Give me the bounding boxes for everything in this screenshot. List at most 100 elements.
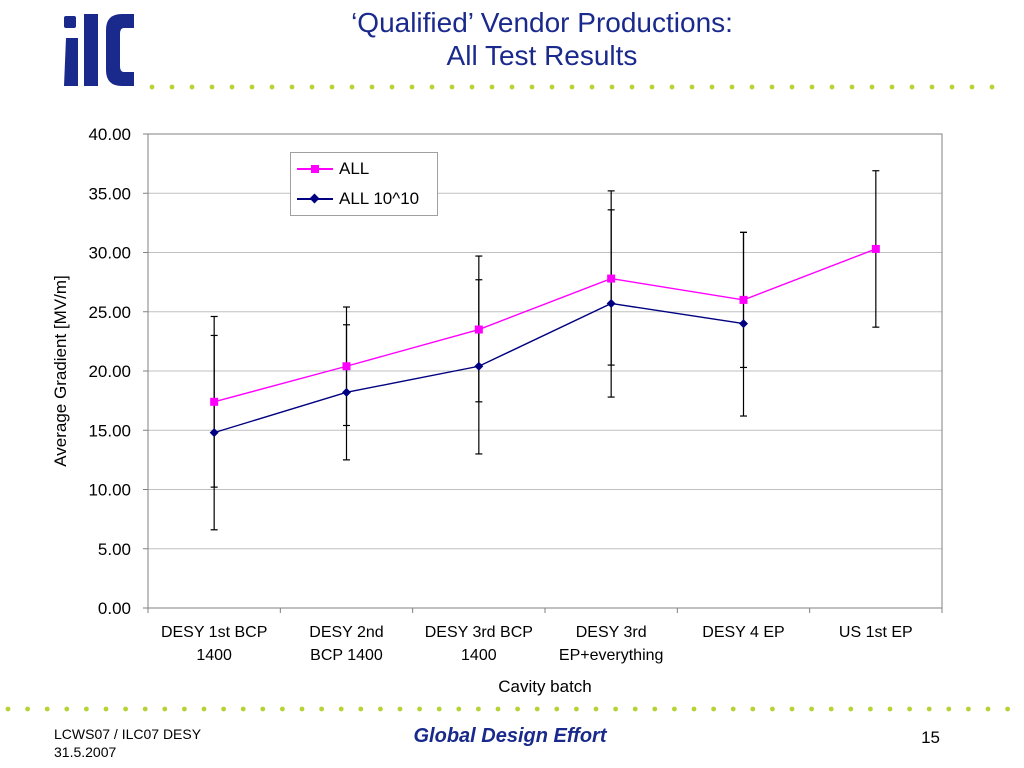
data-point	[474, 325, 483, 334]
y-axis-label: Average Gradient [MV/m]	[51, 275, 70, 467]
divider-dot	[260, 706, 266, 712]
divider-dot	[449, 84, 455, 90]
y-tick-label: 35.00	[88, 184, 131, 203]
divider-dot	[44, 706, 50, 712]
divider-dot	[5, 706, 11, 712]
x-tick-label: DESY 2nd BCP 1400	[309, 624, 383, 664]
divider-dot	[926, 706, 932, 712]
divider-dot	[269, 84, 275, 90]
divider-dot	[319, 706, 324, 712]
divider-dot	[770, 706, 775, 712]
divider-dot	[142, 706, 148, 712]
y-tick-label: 20.00	[88, 362, 131, 381]
data-point	[739, 295, 748, 304]
legend-label: ALL	[339, 159, 370, 178]
divider-dot	[162, 706, 168, 712]
divider-dot	[397, 706, 403, 712]
grid-lines	[148, 133, 942, 550]
divider-dot	[289, 84, 295, 90]
x-tick-label: DESY 1st BCP 1400	[161, 624, 267, 664]
divider-dot	[907, 706, 912, 712]
y-tick-label: 40.00	[88, 125, 131, 144]
divider-dot	[209, 84, 215, 90]
x-tick-label: DESY 4 EP	[702, 624, 784, 641]
x-tick-label-line: 1400	[196, 647, 232, 664]
divider-dot	[369, 84, 375, 90]
divider-dot	[554, 706, 560, 712]
divider-dot	[589, 84, 595, 90]
y-axis-ticks: 0.00 5.00 10.00 15.00 20.00 25.00 30.00 35.00 40…	[88, 125, 148, 618]
x-tick-label-line: DESY 1st BCP	[161, 624, 267, 641]
y-tick-label: 5.00	[98, 540, 131, 559]
divider-dot	[476, 706, 481, 712]
divider-dot	[789, 84, 795, 90]
divider-dot	[429, 84, 435, 90]
divider-dot	[632, 706, 638, 712]
divider-dot	[946, 706, 952, 712]
divider-dot	[182, 706, 187, 712]
divider-dot	[569, 84, 575, 90]
divider-dot	[709, 84, 715, 90]
x-tick-label-line: DESY 3rd BCP	[425, 624, 533, 641]
divider-dot	[869, 84, 875, 90]
divider-dot	[201, 706, 207, 712]
slide-title: ‘Qualified’ Vendor Productions: All Test…	[300, 6, 784, 72]
divider-dot	[509, 84, 515, 90]
divider-dot	[378, 706, 383, 712]
y-tick-label: 15.00	[88, 421, 131, 440]
x-tick-label-line: DESY 3rd	[576, 624, 647, 641]
divider-dot	[652, 706, 658, 712]
x-tick-label: DESY 3rd BCP 1400	[425, 624, 533, 664]
divider-dot	[358, 706, 364, 712]
diamond-marker-icon	[309, 193, 320, 204]
divider-dot	[613, 706, 618, 712]
divider-dot	[299, 706, 305, 712]
divider-dot	[929, 84, 935, 90]
x-tick-label-line: EP+everything	[559, 647, 664, 664]
footer-org: Global Design Effort	[413, 725, 607, 747]
divider-dot	[750, 706, 756, 712]
divider-dot	[103, 706, 109, 712]
divider-dot	[417, 706, 422, 712]
divider-dot	[829, 84, 835, 90]
x-tick-label-line: DESY 2nd	[309, 624, 383, 641]
divider-dot	[887, 706, 893, 712]
divider-dot	[749, 84, 755, 90]
footer-event-name: LCWS07 / ILC07 DESY	[54, 726, 202, 742]
x-tick-label-line: DESY 4 EP	[702, 624, 784, 641]
square-marker-icon	[311, 165, 319, 173]
divider-dot	[436, 706, 442, 712]
divider-dot	[689, 84, 695, 90]
y-tick-label: 10.00	[88, 481, 131, 500]
divider-dot	[229, 84, 235, 90]
x-tick-label: US 1st EP	[839, 624, 913, 641]
divider-dot	[123, 706, 128, 712]
divider-dot	[489, 84, 495, 90]
divider-dot	[609, 84, 615, 90]
series-lines	[213, 248, 877, 434]
footer-event: LCWS07 / ILC07 DESY 31.5.2007	[54, 725, 201, 761]
divider-dot	[848, 706, 854, 712]
x-tick-label: DESY 3rd EP+everything	[559, 624, 664, 664]
divider-dot	[966, 706, 971, 712]
divider-dot	[909, 84, 915, 90]
data-point	[607, 274, 616, 283]
x-axis-label: Cavity batch	[498, 677, 592, 696]
series-markers	[209, 244, 880, 438]
divider-dot	[280, 706, 285, 712]
error-bars	[210, 170, 880, 531]
divider-dot	[989, 84, 995, 90]
chart-legend: ALL ALL 10^10	[290, 152, 438, 216]
legend-item-all: ALL	[297, 157, 433, 181]
divider-dot	[169, 84, 175, 90]
subtitle-line: All Test Results	[446, 40, 638, 71]
divider-dot	[969, 84, 975, 90]
divider-dot	[409, 84, 415, 90]
divider-dot	[809, 84, 815, 90]
divider-dot	[64, 706, 70, 712]
divider-dot	[495, 706, 501, 712]
divider-dot	[629, 84, 635, 90]
divider-dot	[309, 84, 315, 90]
divider-dot	[574, 706, 579, 712]
divider-dot	[729, 84, 735, 90]
